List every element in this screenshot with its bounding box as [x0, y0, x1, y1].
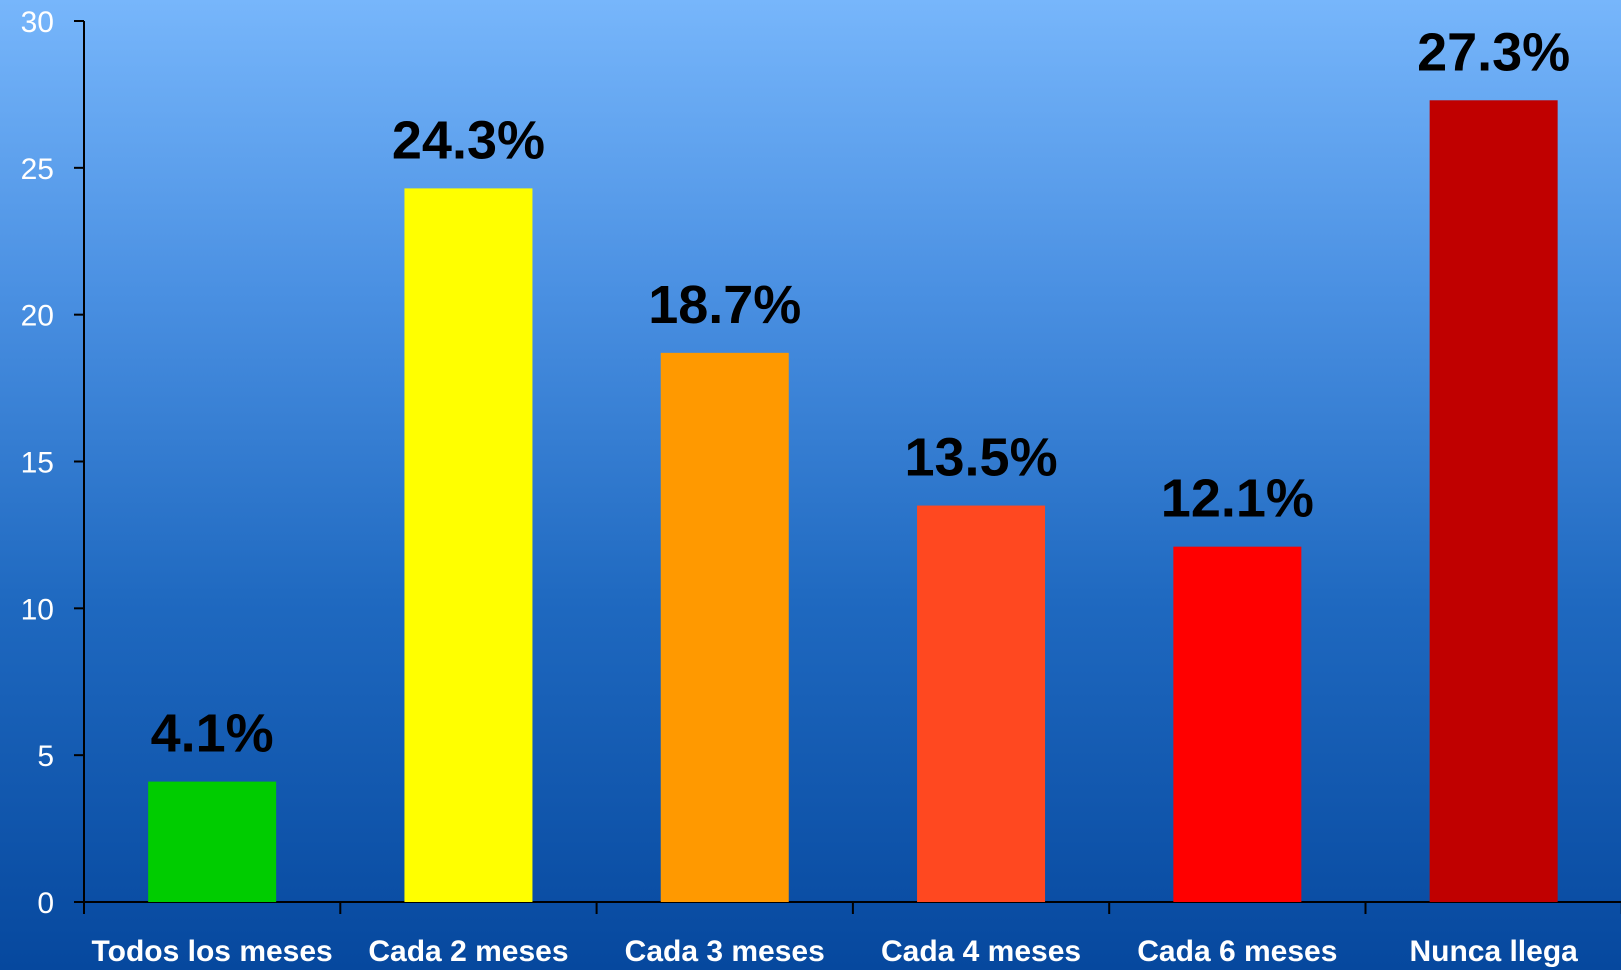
category-label: Cada 2 meses	[368, 935, 568, 968]
category-label: Todos los meses	[92, 935, 333, 968]
y-axis: 0 5 10 15 20 25 30	[21, 6, 85, 920]
x-axis	[83, 901, 1621, 914]
bar	[917, 505, 1046, 902]
category-labels: Todos los meses Cada 2 meses Cada 3 meses C…	[92, 935, 1579, 968]
y-tick-label: 20	[21, 300, 54, 333]
y-tick-label: 30	[21, 6, 54, 39]
data-label: 12.1%	[1161, 469, 1314, 529]
category-label: Cada 3 meses	[625, 935, 825, 968]
bar	[404, 188, 533, 902]
y-tick-label: 10	[21, 593, 54, 626]
data-label: 4.1%	[151, 704, 274, 764]
bar	[148, 781, 277, 902]
category-label: Cada 4 meses	[881, 935, 1081, 968]
data-label: 27.3%	[1417, 22, 1570, 82]
bar	[1429, 100, 1558, 903]
data-labels: 4.1% 24.3% 18.7% 13.5% 12.1% 27.3%	[151, 22, 1571, 763]
bars	[148, 100, 1558, 903]
data-label: 24.3%	[392, 110, 545, 170]
category-label: Nunca llega	[1409, 935, 1578, 968]
y-tick-label: 25	[21, 153, 54, 186]
bar	[1173, 546, 1302, 902]
bar	[660, 352, 789, 902]
y-tick-label: 15	[21, 447, 54, 480]
data-label: 13.5%	[904, 428, 1057, 488]
data-label: 18.7%	[648, 275, 801, 335]
category-label: Cada 6 meses	[1137, 935, 1337, 968]
y-tick-label: 5	[37, 740, 54, 773]
y-tick-label: 0	[37, 887, 54, 920]
